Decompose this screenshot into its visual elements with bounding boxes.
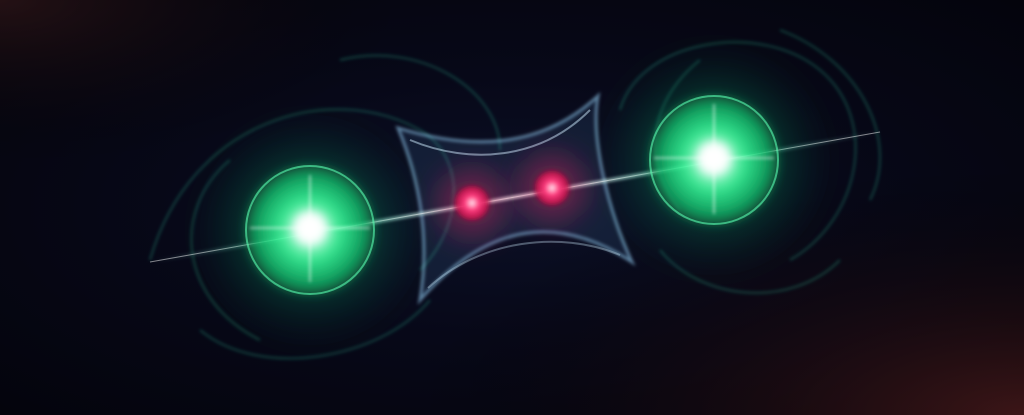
right-pink-particle [518, 154, 586, 222]
left-pink-particle [438, 169, 506, 237]
right-glowing-sphere [594, 40, 834, 280]
left-glowing-sphere [190, 110, 430, 350]
